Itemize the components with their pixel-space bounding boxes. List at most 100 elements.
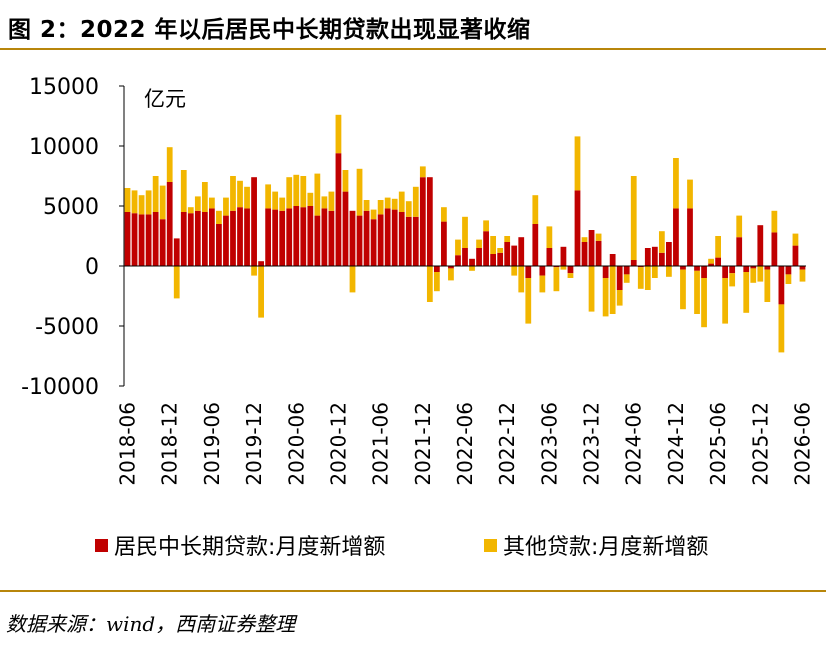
bar-household-long-term xyxy=(412,216,419,266)
bar-other-loans xyxy=(574,136,581,191)
bar-other-loans xyxy=(687,179,693,209)
bar-household-long-term xyxy=(616,266,623,290)
bar-household-long-term xyxy=(553,266,560,268)
bar-household-long-term xyxy=(398,212,405,266)
bar-household-long-term xyxy=(138,214,145,266)
bar-household-long-term xyxy=(377,214,384,266)
bar-other-loans xyxy=(433,272,440,292)
x-tick-label: 2024-12 xyxy=(664,402,688,486)
bar-other-loans xyxy=(518,266,525,293)
bar-other-loans xyxy=(666,266,672,277)
bar-household-long-term xyxy=(166,182,173,266)
bar-other-loans xyxy=(441,207,447,222)
bar-other-loans xyxy=(384,197,391,209)
bar-other-loans xyxy=(286,177,293,209)
bar-other-loans xyxy=(567,273,574,278)
chart: -10000 -5000 0 5000 10000 15000 2018-06 2018-12… xyxy=(21,75,814,560)
bar-household-long-term xyxy=(687,208,693,266)
bar-household-long-term xyxy=(272,209,279,266)
bar-other-loans xyxy=(230,176,236,211)
bar-household-long-term xyxy=(216,224,222,266)
x-tick-label: 2026-06 xyxy=(790,402,814,486)
bar-household-long-term xyxy=(237,207,243,266)
bar-other-loans xyxy=(771,210,778,233)
bar-other-loans xyxy=(356,168,363,216)
bar-other-loans xyxy=(279,197,286,211)
bar-other-loans xyxy=(792,233,799,246)
bar-other-loans xyxy=(272,191,279,210)
bar-household-long-term xyxy=(701,266,707,278)
legend-label-other-loans: 其他贷款:月度新增额 xyxy=(503,535,708,560)
bar-other-loans xyxy=(637,267,644,289)
bar-household-long-term xyxy=(426,177,433,266)
x-tick-label: 2021-12 xyxy=(411,402,435,486)
bar-household-long-term xyxy=(131,213,138,266)
bar-household-long-term xyxy=(602,266,609,278)
x-tick-label: 2022-06 xyxy=(453,402,477,486)
bar-household-long-term xyxy=(722,266,729,278)
bar-other-loans xyxy=(377,200,384,215)
bar-household-long-term xyxy=(532,224,539,266)
bar-other-loans xyxy=(546,226,553,248)
bar-household-long-term xyxy=(574,190,581,266)
bar-other-loans xyxy=(412,186,419,217)
bar-other-loans xyxy=(785,274,792,284)
bar-other-loans xyxy=(757,266,764,282)
x-tick-label: 2021-06 xyxy=(369,402,393,486)
bar-other-loans xyxy=(623,274,630,283)
bar-other-loans xyxy=(469,266,475,271)
bar-other-loans xyxy=(244,186,250,209)
bar-other-loans xyxy=(455,239,461,256)
bar-other-loans xyxy=(173,266,180,299)
y-tick-label: -10000 xyxy=(21,375,99,400)
bar-household-long-term xyxy=(356,215,363,266)
bar-other-loans xyxy=(708,258,714,264)
bar-other-loans xyxy=(258,266,264,318)
bar-other-loans xyxy=(307,192,314,206)
bar-household-long-term xyxy=(715,257,721,266)
bar-household-long-term xyxy=(187,213,194,266)
bar-other-loans xyxy=(321,196,328,209)
bar-household-long-term xyxy=(441,221,447,266)
legend-swatch-red xyxy=(95,539,108,552)
bar-other-loans xyxy=(602,278,609,317)
x-tick-label: 2025-12 xyxy=(748,402,772,486)
bar-other-loans xyxy=(223,197,229,216)
bar-household-long-term xyxy=(180,212,187,266)
bar-other-loans xyxy=(138,195,145,215)
bar-other-loans xyxy=(764,269,771,302)
bar-other-loans xyxy=(673,158,679,209)
bar-household-long-term xyxy=(293,206,300,266)
source-note: 数据来源：wind，西南证券整理 xyxy=(6,612,296,636)
bar-household-long-term xyxy=(384,208,391,266)
bar-household-long-term xyxy=(223,215,229,266)
bar-household-long-term xyxy=(476,248,482,266)
bar-other-loans xyxy=(131,190,138,214)
bar-household-long-term xyxy=(300,207,307,266)
bar-other-loans xyxy=(216,210,222,224)
bar-household-long-term xyxy=(694,266,700,271)
bar-other-loans xyxy=(616,290,623,306)
bar-household-long-term xyxy=(680,266,686,270)
bar-other-loans xyxy=(722,278,729,324)
bar-other-loans xyxy=(750,268,757,283)
bar-household-long-term xyxy=(539,266,546,276)
bar-household-long-term xyxy=(370,219,377,266)
bar-household-long-term xyxy=(504,242,511,266)
bar-other-loans xyxy=(209,197,215,209)
bar-other-loans xyxy=(532,195,539,224)
bar-household-long-term xyxy=(419,177,426,266)
bar-household-long-term xyxy=(546,248,553,266)
bar-other-loans xyxy=(363,200,370,211)
bar-other-loans xyxy=(293,174,300,206)
bar-household-long-term xyxy=(785,266,792,275)
x-tick-label: 2018-06 xyxy=(116,402,140,486)
bar-household-long-term xyxy=(743,266,750,272)
bar-household-long-term xyxy=(173,238,180,266)
bar-household-long-term xyxy=(342,191,349,266)
x-tick-label: 2025-06 xyxy=(706,402,730,486)
y-tick-label: 15000 xyxy=(29,75,99,100)
bar-household-long-term xyxy=(666,242,672,266)
bar-household-long-term xyxy=(729,266,736,274)
figure-title: 图 2：2022 年以后居民中长期贷款出现显著收缩 xyxy=(8,17,531,43)
